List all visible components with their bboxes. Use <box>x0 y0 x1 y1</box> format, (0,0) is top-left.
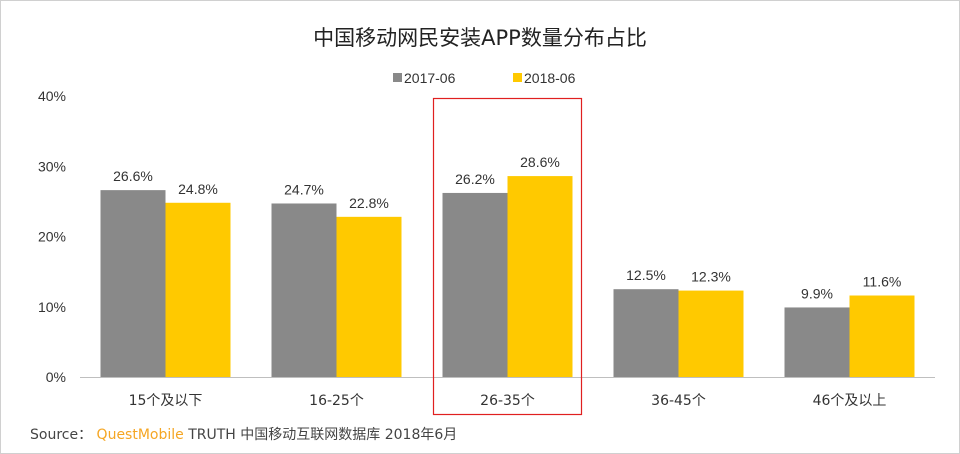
x-tick-label: 36-45个 <box>651 393 706 409</box>
data-label: 24.7% <box>284 181 324 197</box>
bar-2018-06 <box>336 216 402 377</box>
y-tick-label: 40% <box>38 88 66 104</box>
bar-2018-06 <box>165 202 231 377</box>
data-label: 22.8% <box>349 195 389 211</box>
chart-title: 中国移动网民安装APP数量分布占比 <box>313 26 647 50</box>
legend-swatch <box>513 73 522 82</box>
bar-2018-06 <box>678 290 744 377</box>
data-label: 12.3% <box>691 269 731 285</box>
y-tick-label: 20% <box>38 229 66 245</box>
y-tick-label: 0% <box>46 369 66 385</box>
bar-2017-06 <box>613 289 679 377</box>
x-tick-label: 16-25个 <box>309 393 364 409</box>
data-label: 26.6% <box>113 168 153 184</box>
y-tick-label: 30% <box>38 158 66 174</box>
data-label: 24.8% <box>178 181 218 197</box>
legend-label: 2017-06 <box>404 70 456 86</box>
highlight-box <box>432 97 583 416</box>
x-tick-label: 26-35个 <box>480 393 535 409</box>
data-label: 12.5% <box>626 267 666 283</box>
bar-2018-06 <box>849 295 915 377</box>
x-tick-label: 46个及以上 <box>813 393 887 409</box>
x-tick-label: 15个及以下 <box>129 393 203 409</box>
legend-label: 2018-06 <box>524 70 576 86</box>
source-note: Source： QuestMobile TRUTH 中国移动互联网数据库 201… <box>30 424 457 444</box>
bar-2017-06 <box>100 190 166 377</box>
bar-2018-06 <box>507 176 573 377</box>
bar-2017-06 <box>271 203 337 377</box>
bar-2017-06 <box>442 192 508 377</box>
data-label: 28.6% <box>520 154 560 170</box>
data-label: 26.2% <box>455 171 495 187</box>
legend-swatch <box>393 73 402 82</box>
bar-2017-06 <box>784 307 850 377</box>
source-text: TRUTH 中国移动互联网数据库 2018年6月 <box>188 427 458 443</box>
source-brand: QuestMobile <box>96 427 184 443</box>
y-tick-label: 10% <box>38 299 66 315</box>
data-label: 9.9% <box>801 285 833 301</box>
source-label: Source： <box>30 427 93 443</box>
data-label: 11.6% <box>863 274 902 290</box>
